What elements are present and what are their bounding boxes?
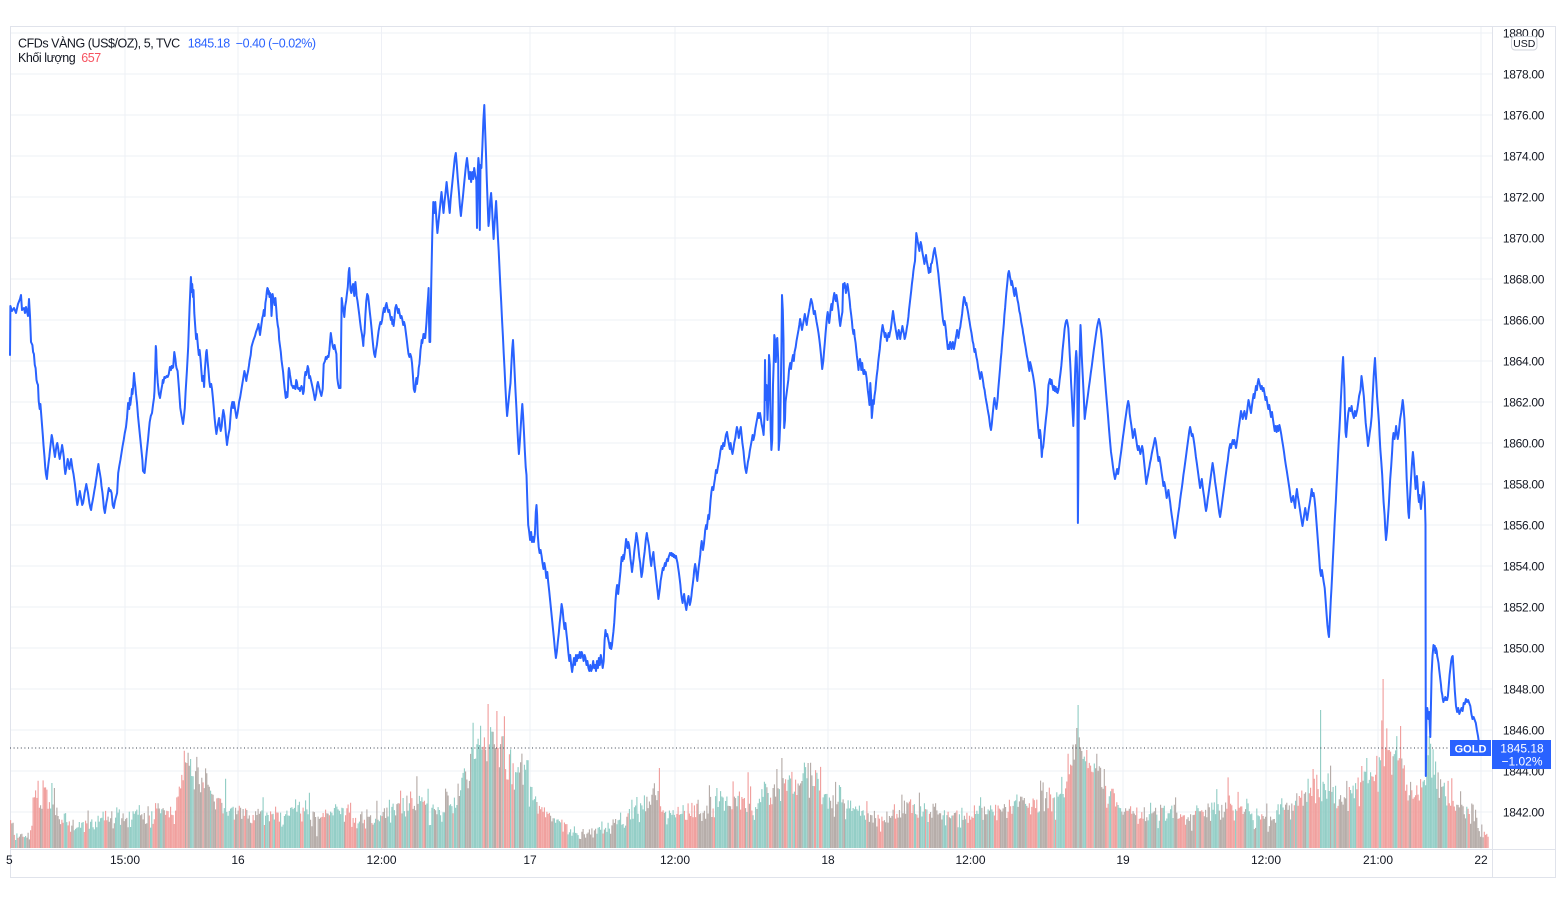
svg-text:1858.00: 1858.00	[1503, 477, 1545, 491]
svg-text:17: 17	[523, 853, 537, 867]
svg-text:1872.00: 1872.00	[1503, 190, 1545, 204]
svg-text:1862.00: 1862.00	[1503, 395, 1545, 409]
svg-text:1848.00: 1848.00	[1503, 682, 1545, 696]
svg-text:21:00: 21:00	[1363, 853, 1393, 867]
svg-text:1854.00: 1854.00	[1503, 559, 1545, 573]
svg-text:1852.00: 1852.00	[1503, 600, 1545, 614]
svg-text:5: 5	[6, 853, 13, 867]
svg-text:15:00: 15:00	[110, 853, 140, 867]
svg-text:19: 19	[1116, 853, 1130, 867]
svg-text:12:00: 12:00	[1251, 853, 1281, 867]
svg-text:22: 22	[1474, 853, 1488, 867]
svg-text:12:00: 12:00	[955, 853, 985, 867]
svg-text:1856.00: 1856.00	[1503, 518, 1545, 532]
svg-text:1874.00: 1874.00	[1503, 149, 1545, 163]
svg-text:1878.00: 1878.00	[1503, 67, 1545, 81]
svg-text:1870.00: 1870.00	[1503, 231, 1545, 245]
svg-text:1864.00: 1864.00	[1503, 354, 1545, 368]
svg-text:USD: USD	[1513, 38, 1536, 50]
svg-text:1868.00: 1868.00	[1503, 272, 1545, 286]
svg-text:18: 18	[821, 853, 835, 867]
svg-text:1866.00: 1866.00	[1503, 313, 1545, 327]
svg-text:16: 16	[231, 853, 245, 867]
svg-text:1850.00: 1850.00	[1503, 641, 1545, 655]
svg-text:1845.18: 1845.18	[1500, 742, 1544, 756]
svg-text:1842.00: 1842.00	[1503, 805, 1545, 819]
svg-text:−1.02%: −1.02%	[1501, 755, 1542, 769]
svg-text:12:00: 12:00	[366, 853, 396, 867]
svg-text:1860.00: 1860.00	[1503, 436, 1545, 450]
svg-text:1846.00: 1846.00	[1503, 723, 1545, 737]
svg-text:GOLD: GOLD	[1455, 744, 1487, 756]
svg-text:12:00: 12:00	[660, 853, 690, 867]
svg-text:1876.00: 1876.00	[1503, 108, 1545, 122]
